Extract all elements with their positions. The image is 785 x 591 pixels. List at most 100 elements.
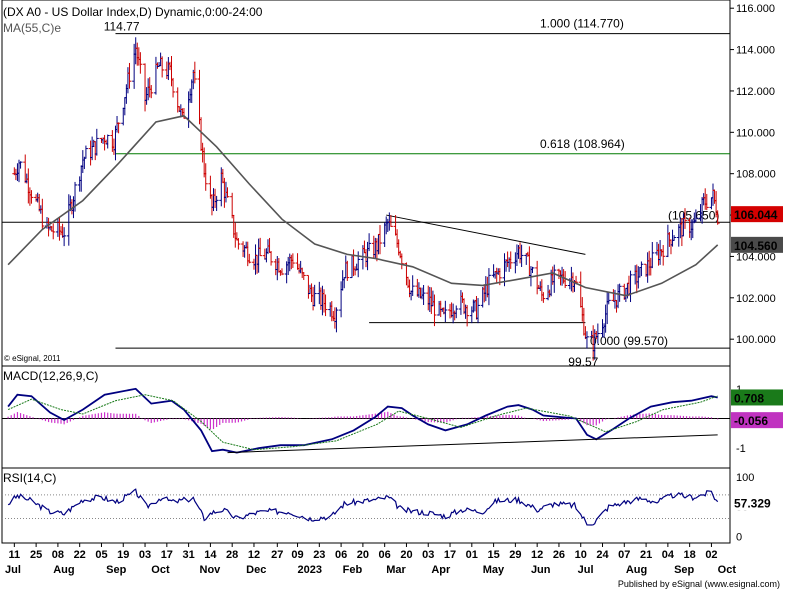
price-bar [672, 235, 677, 241]
price-bar [693, 209, 698, 223]
peak-label: 114.77 [104, 20, 140, 34]
macd-line [7, 387, 718, 454]
x-month-label: Jul [578, 564, 594, 576]
svg-text:104.560: 104.560 [734, 239, 778, 253]
price-bar [682, 208, 687, 229]
rsi-tick-label: 0 [736, 531, 742, 543]
x-day-label: 14 [204, 549, 217, 561]
price-bar [127, 62, 132, 89]
price-bar [323, 294, 328, 317]
price-bar [595, 323, 600, 344]
price-bar [465, 305, 470, 327]
value-flag: 104.560 [731, 236, 783, 253]
x-month-label: Jul [5, 564, 21, 576]
price-tick-label: 102.000 [736, 293, 776, 305]
price-bar [197, 69, 202, 125]
price-bar [541, 292, 546, 303]
fib-level-label: 0.000 (99.570) [590, 334, 668, 348]
price-bar [715, 210, 720, 225]
chart-title: (DX A0 - US Dollar Index,D) Dynamic,0:00… [3, 5, 263, 19]
price-tick-label: 112.000 [736, 86, 775, 98]
x-month-label: Dec [246, 564, 266, 576]
x-day-label: 04 [662, 549, 675, 561]
price-bar [535, 260, 540, 295]
price-trendline [386, 214, 586, 255]
x-day-label: 07 [618, 549, 630, 561]
svg-text:106.044: 106.044 [734, 208, 778, 222]
price-bar [432, 294, 437, 327]
x-day-label: 20 [400, 549, 412, 561]
panes [1, 0, 731, 544]
x-day-label: 03 [139, 549, 151, 561]
x-day-label: 03 [422, 549, 434, 561]
price-bar [258, 237, 263, 257]
price-bar [486, 268, 491, 306]
x-month-label: May [483, 564, 505, 576]
price-bar [51, 223, 56, 240]
price-tick-label: 116.000 [736, 3, 775, 15]
pane-frame [1, 467, 731, 544]
price-bar [149, 85, 154, 99]
x-day-label: 18 [684, 549, 696, 561]
price-bar [29, 190, 34, 204]
rsi-line [7, 488, 719, 526]
fib-level-label: 0.618 (108.964) [540, 137, 625, 151]
x-month-label: Mar [386, 564, 406, 576]
chart-marks: 116.000 114.000 112.000 110.000 108.000 106.0… [2, 3, 783, 589]
price-bar [171, 77, 176, 98]
price-bar [552, 264, 557, 293]
price-bar [312, 284, 317, 307]
price-bar [563, 271, 568, 289]
x-day-label: 01 [466, 549, 478, 561]
x-day-label: 17 [161, 549, 173, 561]
price-bar [192, 61, 197, 84]
x-day-label: 02 [705, 549, 717, 561]
price-bar [301, 272, 306, 280]
price-bar [18, 161, 23, 169]
price-bar [214, 195, 219, 211]
x-day-label: 21 [640, 549, 652, 561]
x-day-label: 29 [509, 549, 521, 561]
esignal-watermark: © eSignal, 2011 [4, 354, 61, 363]
price-bar [476, 298, 481, 324]
price-bar [410, 275, 415, 296]
x-month-label: Aug [53, 564, 74, 576]
x-day-label: 10 [575, 549, 587, 561]
price-bar [225, 187, 230, 198]
x-day-label: 26 [553, 549, 565, 561]
price-bar [138, 52, 143, 74]
x-day-label: 31 [182, 549, 194, 561]
price-bar [334, 307, 339, 333]
x-month-label: Apr [431, 564, 451, 576]
macd-title: MACD(12,26,9,C) [3, 369, 98, 383]
x-month-label: Sep [674, 564, 694, 576]
price-bar [83, 145, 88, 159]
x-day-label: 22 [74, 549, 86, 561]
value-flag: 0.708 [731, 389, 783, 406]
x-day-label: 12 [531, 549, 543, 561]
x-month-label: Sep [106, 564, 126, 576]
footer-credit: Published by eSignal (www.esignal.com) [618, 579, 780, 589]
price-tick-label: 108.000 [736, 169, 776, 181]
x-month-label: Jun [531, 564, 551, 576]
value-flag: 106.044 [731, 206, 783, 223]
price-tick-label: 110.000 [736, 127, 775, 139]
price-bar [94, 128, 99, 156]
price-bar [584, 331, 589, 349]
x-day-label: 08 [52, 549, 64, 561]
price-bar [290, 253, 295, 268]
value-flag: -0.056 [731, 412, 783, 429]
x-day-label: 06 [335, 549, 347, 561]
price-bar [160, 56, 165, 78]
price-bar [40, 198, 45, 229]
price-tick-label: 100.000 [736, 334, 776, 346]
pane-frame [1, 0, 731, 367]
x-day-label: 23 [313, 549, 325, 561]
price-bar [378, 225, 383, 255]
x-day-label: 19 [117, 549, 129, 561]
price-bar [519, 244, 524, 268]
x-month-label: 2023 [298, 564, 322, 576]
x-month-label: Oct [151, 564, 170, 576]
price-bar [508, 251, 513, 269]
